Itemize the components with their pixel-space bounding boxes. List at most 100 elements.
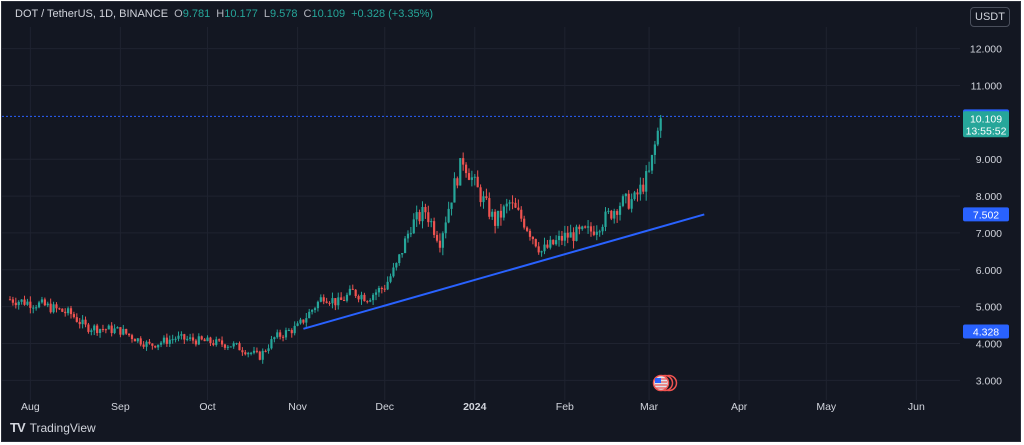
candle-body	[607, 210, 610, 212]
candle	[656, 127, 659, 147]
currency-button[interactable]: USDT	[970, 7, 1010, 27]
candle	[427, 205, 430, 227]
candle-body	[621, 196, 625, 206]
candle-body	[555, 240, 558, 245]
candle	[523, 215, 526, 230]
candle-body	[401, 253, 404, 255]
candle-body	[470, 177, 473, 180]
candle	[462, 152, 465, 171]
candle-body	[549, 239, 552, 248]
candle-body	[374, 292, 378, 295]
candle-body	[174, 338, 177, 340]
candle	[72, 311, 76, 319]
candle-body	[101, 329, 105, 331]
candle-body	[488, 198, 491, 217]
candle	[293, 321, 296, 336]
candle-body	[200, 336, 203, 340]
candle	[209, 336, 212, 347]
candle	[232, 341, 235, 349]
candle-body	[427, 212, 430, 223]
price-chart[interactable]: 12.000 11.000 9.000 8.000 7.000 6.000 5.000 4.0…	[2, 2, 1021, 422]
candle-body	[98, 329, 102, 333]
close-label: C	[303, 8, 312, 20]
candle-body	[319, 297, 322, 302]
candle-body	[464, 164, 468, 174]
candle-body	[618, 205, 622, 215]
candle-body	[40, 299, 44, 303]
candle-body	[398, 254, 401, 264]
candle	[476, 170, 479, 188]
candle	[128, 333, 131, 337]
candle-body	[450, 202, 453, 209]
candle-body	[35, 307, 38, 309]
candle	[412, 213, 415, 234]
candle	[589, 222, 593, 237]
candle-body	[589, 226, 593, 232]
candle	[450, 202, 453, 216]
candle-body	[569, 232, 572, 238]
candle-body	[116, 327, 119, 329]
y-tick-label: 12.000	[970, 44, 1002, 56]
candle	[482, 191, 485, 209]
candle-body	[337, 297, 340, 306]
candle	[592, 225, 595, 237]
candle-body	[627, 193, 630, 209]
candle-body	[560, 235, 564, 241]
candle	[354, 289, 357, 298]
candle	[447, 201, 450, 224]
candle-body	[424, 207, 427, 213]
candle	[401, 253, 404, 258]
candle-body	[360, 294, 363, 300]
candle	[26, 298, 29, 306]
candle	[186, 335, 189, 342]
candle	[215, 336, 218, 347]
tradingview-logo-icon: TV	[10, 420, 26, 435]
candle-body	[273, 337, 276, 340]
candle	[273, 336, 276, 343]
candle	[467, 168, 471, 181]
candle-body	[189, 337, 192, 339]
candle-body	[351, 288, 354, 290]
candle	[287, 328, 290, 332]
candle-body	[139, 338, 142, 345]
candle-body	[69, 308, 73, 315]
candle-body	[491, 211, 494, 217]
candle-body	[345, 294, 349, 301]
candle	[113, 324, 116, 335]
candle	[470, 170, 473, 187]
candle-body	[29, 301, 32, 308]
candle-body	[191, 337, 195, 341]
candle	[308, 308, 311, 319]
candle	[389, 273, 392, 284]
candle	[540, 250, 543, 257]
candle	[171, 334, 174, 344]
candle-body	[389, 276, 392, 282]
candle-body	[642, 184, 645, 192]
candle	[546, 239, 549, 249]
candle-body	[26, 301, 29, 305]
y-tick-label: 5.000	[976, 302, 1002, 314]
candle	[142, 341, 145, 349]
candle	[555, 235, 558, 246]
brand-name: TradingView	[29, 420, 96, 435]
candle-body	[482, 196, 485, 203]
last-price-tag-bg	[963, 111, 1009, 138]
x-tick-label: Nov	[288, 401, 307, 413]
candle	[55, 302, 58, 313]
us-flag-events[interactable]	[652, 374, 678, 392]
candle-body	[523, 218, 526, 228]
candle-body	[340, 297, 343, 300]
candle-body	[49, 303, 52, 313]
candle-body	[557, 235, 561, 241]
candle	[250, 351, 253, 356]
candle	[235, 342, 238, 346]
candle-body	[656, 130, 659, 145]
candle	[473, 173, 476, 186]
candle-body	[14, 302, 17, 306]
candle-body	[177, 335, 180, 339]
candle	[87, 322, 90, 334]
candle-body	[264, 350, 267, 352]
candle-body	[517, 207, 520, 210]
candle-body	[290, 330, 293, 334]
